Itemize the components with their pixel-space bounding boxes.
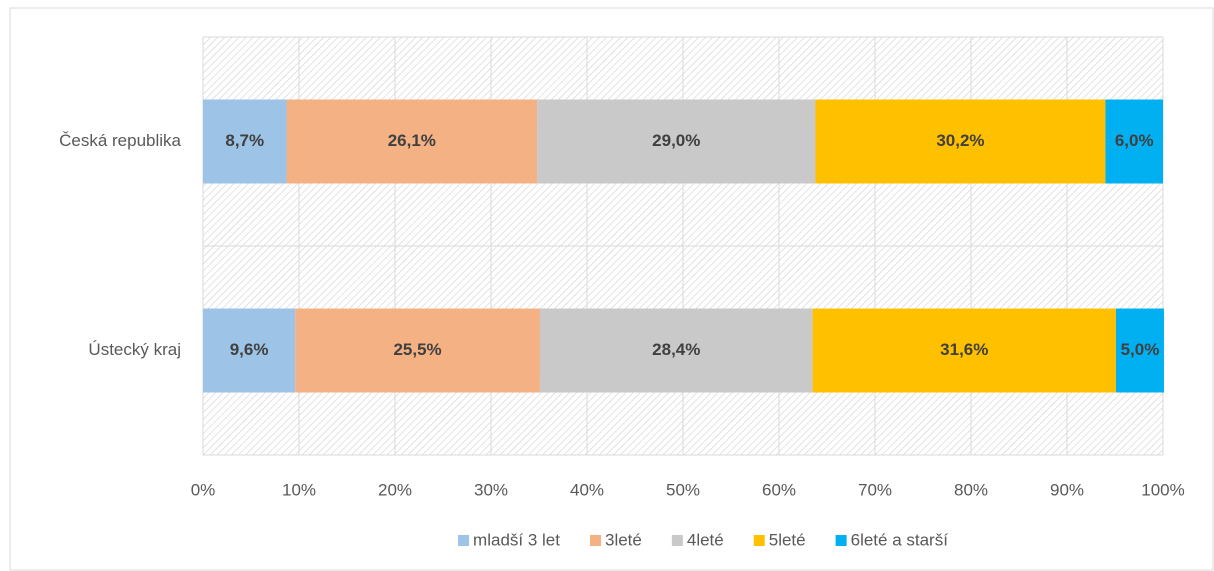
chart-frame [9,7,1214,571]
legend-label: mladší 3 let [473,530,560,549]
legend-swatch [458,535,470,546]
x-tick-label: 100% [1141,480,1184,499]
data-label: 9,6% [230,340,269,359]
data-label: 26,1% [388,131,436,150]
x-tick-label: 90% [1050,480,1084,499]
x-tick-label: 70% [858,480,892,499]
data-label: 28,4% [652,340,700,359]
x-tick-label: 60% [762,480,796,499]
x-tick-label: 30% [474,480,508,499]
legend-swatch [753,535,765,546]
bar-segment [203,308,296,393]
bar-segment [286,99,538,184]
x-tick-label: 10% [282,480,316,499]
data-label: 30,2% [936,131,984,150]
legend-label: 4leté [687,530,724,549]
x-tick-label: 80% [954,480,988,499]
bar-segment [295,308,540,393]
x-tick-label: 50% [666,480,700,499]
y-tick-label: Česká republika [59,131,181,150]
legend-swatch [589,535,601,546]
data-label: 6,0% [1115,131,1154,150]
bar-segment [815,99,1106,184]
bar-segment [203,99,287,184]
legend-swatch [671,535,683,546]
data-label: 29,0% [652,131,700,150]
data-label: 25,5% [393,340,441,359]
bar-segment [539,308,813,393]
x-tick-label: 40% [570,480,604,499]
legend-label: 6leté a starší [851,530,949,549]
legend-label: 5leté [769,530,806,549]
legend-swatch [835,535,847,546]
data-label: 31,6% [940,340,988,359]
x-tick-label: 0% [191,480,216,499]
y-tick-label: Ústecký kraj [88,340,181,359]
legend-label: 3leté [605,530,642,549]
x-tick-label: 20% [378,480,412,499]
data-label: 5,0% [1121,340,1160,359]
data-label: 8,7% [225,131,264,150]
bar-segment [812,308,1116,393]
bar-segment [1105,99,1163,184]
bar-segment [1115,308,1164,393]
bar-segment [537,99,816,184]
